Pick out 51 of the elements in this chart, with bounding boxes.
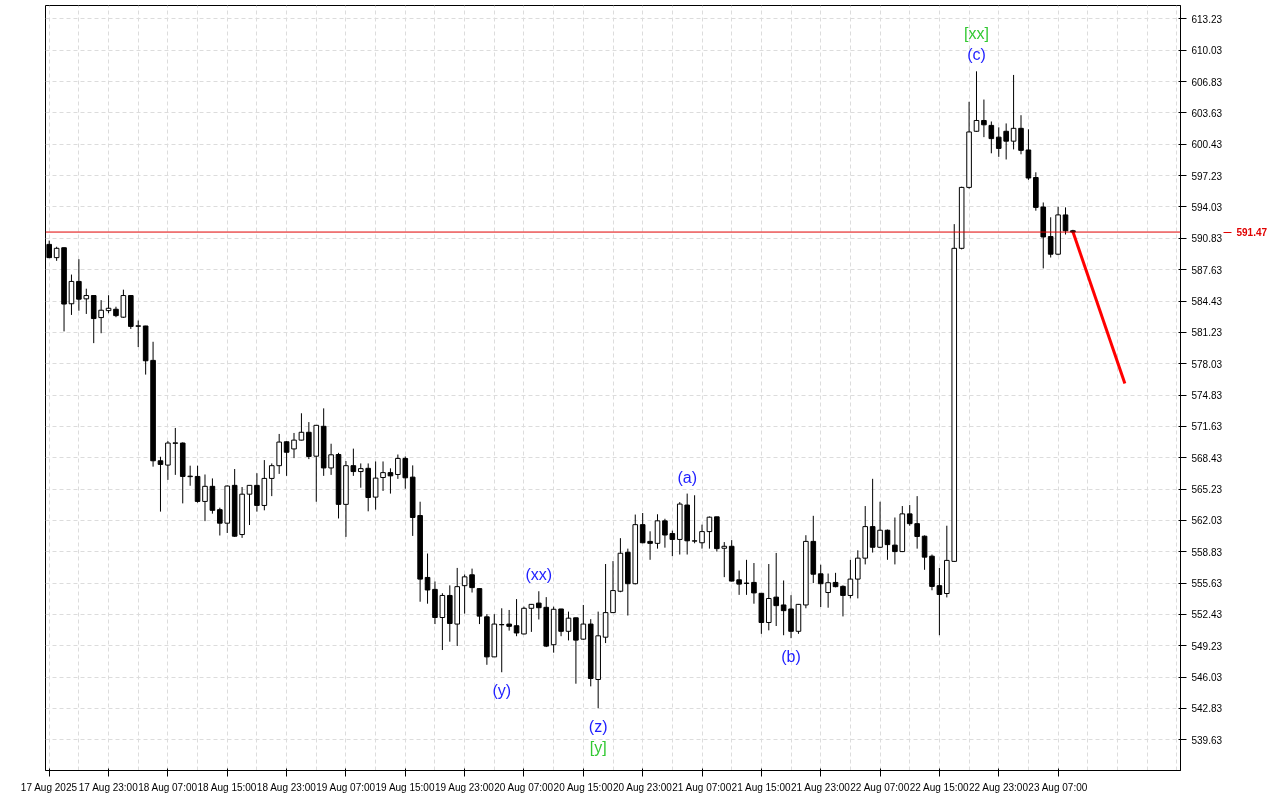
y-tick-label: 571.63 <box>1191 421 1223 433</box>
y-tick-label: 558.83 <box>1191 546 1223 558</box>
x-tick-label: 19 Aug 23:00 <box>434 781 495 793</box>
x-tick-label: 22 Aug 15:00 <box>909 781 970 793</box>
y-tick-label: 606.83 <box>1191 76 1223 88</box>
y-tick-label: 549.23 <box>1191 640 1223 652</box>
x-tick-label: 20 Aug 23:00 <box>612 781 673 793</box>
x-tick-label: 18 Aug 15:00 <box>197 781 257 793</box>
x-tick-label: 23 Aug 07:00 <box>1028 781 1088 793</box>
ref-line-label: 591.47 <box>1236 227 1268 239</box>
y-tick-label: 594.03 <box>1191 201 1223 213</box>
y-tick-label: 555.63 <box>1191 578 1223 590</box>
y-tick-label: 546.03 <box>1191 672 1223 684</box>
x-tick-label: 19 Aug 15:00 <box>375 781 435 793</box>
annotation: [xx] <box>964 25 989 43</box>
y-tick-label: 581.23 <box>1191 327 1223 339</box>
x-tick-label: 19 Aug 07:00 <box>316 781 376 793</box>
y-tick-label: 562.03 <box>1191 515 1223 527</box>
x-tick-label: 22 Aug 07:00 <box>850 781 910 793</box>
annotation: (z) <box>588 718 608 736</box>
y-tick-label: 587.63 <box>1191 264 1223 276</box>
y-tick-label: 578.03 <box>1191 358 1223 370</box>
y-tick-label: 590.83 <box>1191 233 1223 245</box>
y-tick-label: 542.83 <box>1191 703 1223 715</box>
annotation: (y) <box>492 682 512 700</box>
annotation: [y] <box>589 739 607 757</box>
x-tick-label: 20 Aug 15:00 <box>553 781 613 793</box>
y-tick-label: 600.43 <box>1191 139 1223 151</box>
annotation: (b) <box>781 648 801 666</box>
y-tick-label: 610.03 <box>1191 45 1223 57</box>
annotation: (xx) <box>525 566 553 584</box>
x-tick-label: 21 Aug 23:00 <box>790 781 851 793</box>
x-tick-label: 21 Aug 07:00 <box>672 781 732 793</box>
annotation: (a) <box>677 468 697 486</box>
y-tick-label: 539.63 <box>1191 734 1223 746</box>
x-tick-label: 18 Aug 23:00 <box>256 781 317 793</box>
x-tick-label: 20 Aug 07:00 <box>494 781 554 793</box>
y-tick-label: 574.83 <box>1191 390 1223 402</box>
y-tick-label: 552.43 <box>1191 609 1223 621</box>
x-tick-label: 21 Aug 15:00 <box>731 781 791 793</box>
y-tick-label: 603.63 <box>1191 107 1223 119</box>
y-tick-label: 597.23 <box>1191 170 1223 182</box>
x-tick-label: 22 Aug 23:00 <box>969 781 1029 793</box>
y-tick-label: 584.43 <box>1191 296 1223 308</box>
x-tick-label: 17 Aug 2025 <box>20 781 78 793</box>
y-tick-label: 565.23 <box>1191 484 1223 496</box>
x-tick-label: 17 Aug 23:00 <box>78 781 139 793</box>
x-tick-label: 18 Aug 07:00 <box>138 781 198 793</box>
y-tick-label: 613.23 <box>1191 13 1223 25</box>
y-tick-label: 568.43 <box>1191 452 1223 464</box>
annotation: (c) <box>967 46 986 64</box>
